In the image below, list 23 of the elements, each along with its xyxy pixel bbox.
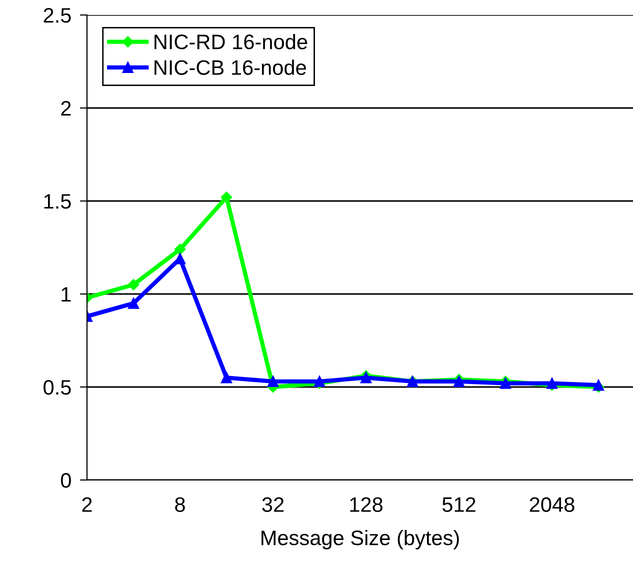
point: [220, 192, 232, 203]
x-axis-title: Message Size (bytes): [262, 530, 459, 550]
y-tick-label: 1: [62, 287, 71, 302]
y-tick-label: 2: [61, 101, 71, 116]
point: [546, 378, 558, 389]
point: [128, 279, 140, 290]
x-tick-label: 512: [442, 497, 476, 512]
point: [128, 298, 140, 309]
legend-label: NIC-CB 16-node: [154, 60, 306, 75]
x-tick-label: 8: [175, 497, 185, 512]
legend-label: NIC-RD 16-node: [154, 34, 308, 50]
point: [314, 376, 326, 387]
x-tick-label: 2: [82, 497, 92, 512]
x-tick-label: 32: [262, 497, 284, 512]
point: [220, 372, 232, 384]
y-tick-label: 0.5: [44, 380, 71, 395]
y-tick-label: 2.5: [44, 8, 71, 23]
point: [267, 376, 279, 387]
y-tick-label: 1.5: [44, 194, 71, 209]
y-tick-label: 0: [60, 473, 71, 488]
x-tick-label: 2048: [530, 497, 574, 512]
point: [174, 244, 186, 255]
x-tick-label: 128: [350, 497, 382, 512]
